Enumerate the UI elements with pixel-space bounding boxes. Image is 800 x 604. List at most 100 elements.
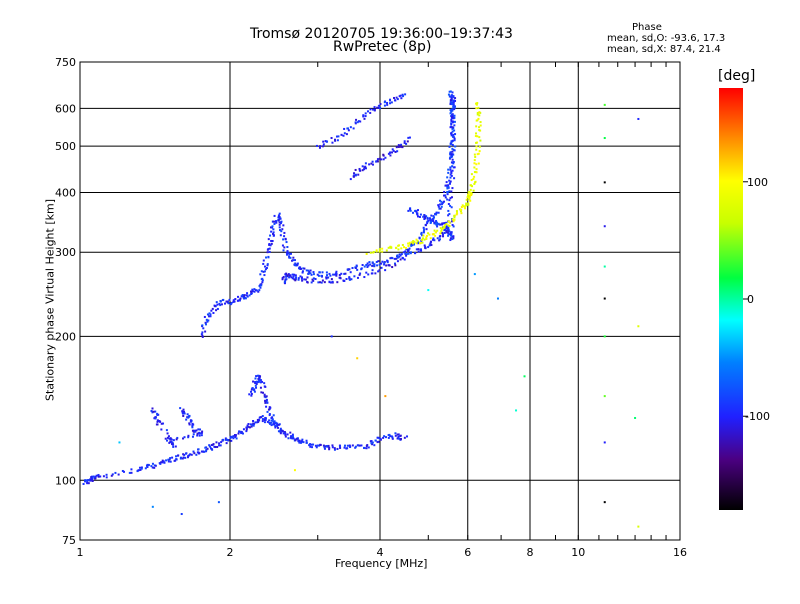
data-point — [239, 297, 242, 300]
data-point — [261, 420, 264, 423]
data-point — [410, 243, 413, 246]
data-point — [151, 411, 154, 414]
data-point — [182, 414, 185, 417]
data-point — [266, 251, 269, 254]
data-point — [479, 124, 482, 127]
data-point — [423, 244, 426, 247]
data-point — [378, 157, 381, 160]
data-point — [475, 107, 478, 110]
data-point — [451, 238, 454, 241]
data-point — [432, 216, 435, 219]
data-point — [469, 184, 472, 187]
data-point — [439, 203, 442, 206]
data-point — [443, 200, 446, 203]
data-point — [442, 235, 445, 238]
data-point — [140, 466, 143, 469]
data-point — [357, 120, 360, 123]
data-point — [523, 375, 526, 378]
data-point — [297, 439, 300, 442]
data-point — [291, 273, 294, 276]
data-point — [478, 111, 481, 114]
data-point — [273, 222, 276, 225]
data-point — [451, 158, 454, 161]
data-point — [277, 219, 280, 222]
data-point — [426, 220, 429, 223]
data-point — [455, 211, 458, 214]
data-point — [371, 163, 374, 166]
data-point — [261, 279, 264, 282]
data-point — [453, 137, 456, 140]
data-point — [327, 444, 330, 447]
data-point — [261, 277, 264, 280]
data-point — [160, 461, 163, 464]
data-point — [238, 430, 241, 433]
data-point — [261, 415, 264, 418]
data-point — [403, 246, 406, 249]
data-point — [382, 436, 385, 439]
data-point — [246, 295, 249, 298]
data-point — [451, 161, 454, 164]
data-point — [422, 226, 425, 229]
data-point — [415, 248, 418, 251]
data-point — [452, 161, 455, 164]
data-point — [268, 421, 271, 424]
data-point — [448, 145, 451, 148]
data-point — [427, 219, 430, 222]
data-point — [281, 278, 284, 281]
data-point — [385, 249, 388, 252]
data-point — [454, 145, 457, 148]
data-point — [225, 442, 228, 445]
data-point — [383, 435, 386, 438]
data-point — [356, 268, 359, 271]
data-point — [333, 273, 336, 276]
data-point — [130, 468, 133, 471]
data-point — [265, 405, 268, 408]
data-point — [346, 127, 349, 130]
data-point — [189, 453, 192, 456]
data-point — [397, 248, 400, 251]
data-point — [364, 115, 367, 118]
data-point — [192, 450, 195, 453]
data-point — [425, 228, 428, 231]
data-point — [222, 298, 225, 301]
data-point — [314, 277, 317, 280]
data-point — [240, 431, 243, 434]
data-point — [296, 262, 299, 265]
data-point — [199, 432, 202, 435]
y-tick-label: 600 — [55, 102, 76, 115]
data-point — [386, 103, 389, 106]
data-point — [296, 263, 299, 266]
data-point — [354, 266, 357, 269]
data-point — [262, 270, 265, 273]
data-point — [448, 199, 451, 202]
data-point — [449, 90, 452, 93]
data-point — [477, 117, 480, 120]
data-point — [414, 252, 417, 255]
data-point — [248, 393, 251, 396]
data-point — [128, 471, 131, 474]
data-point — [281, 228, 284, 231]
data-point — [477, 106, 480, 109]
data-point — [389, 245, 392, 248]
data-point — [297, 277, 300, 280]
data-point — [446, 193, 449, 196]
data-point — [393, 257, 396, 260]
data-point — [264, 417, 267, 420]
data-point — [603, 103, 606, 106]
data-point — [344, 272, 347, 275]
data-point — [259, 381, 262, 384]
data-point — [377, 107, 380, 110]
data-point — [154, 464, 157, 467]
data-point — [187, 434, 190, 437]
data-point — [452, 105, 455, 108]
data-point — [449, 204, 452, 207]
data-point — [159, 462, 162, 465]
data-point — [318, 146, 321, 149]
data-point — [152, 410, 155, 413]
data-point — [373, 444, 376, 447]
data-point — [282, 238, 285, 241]
data-point — [270, 424, 273, 427]
data-point — [140, 467, 143, 470]
data-point — [407, 244, 410, 247]
data-point — [293, 273, 296, 276]
